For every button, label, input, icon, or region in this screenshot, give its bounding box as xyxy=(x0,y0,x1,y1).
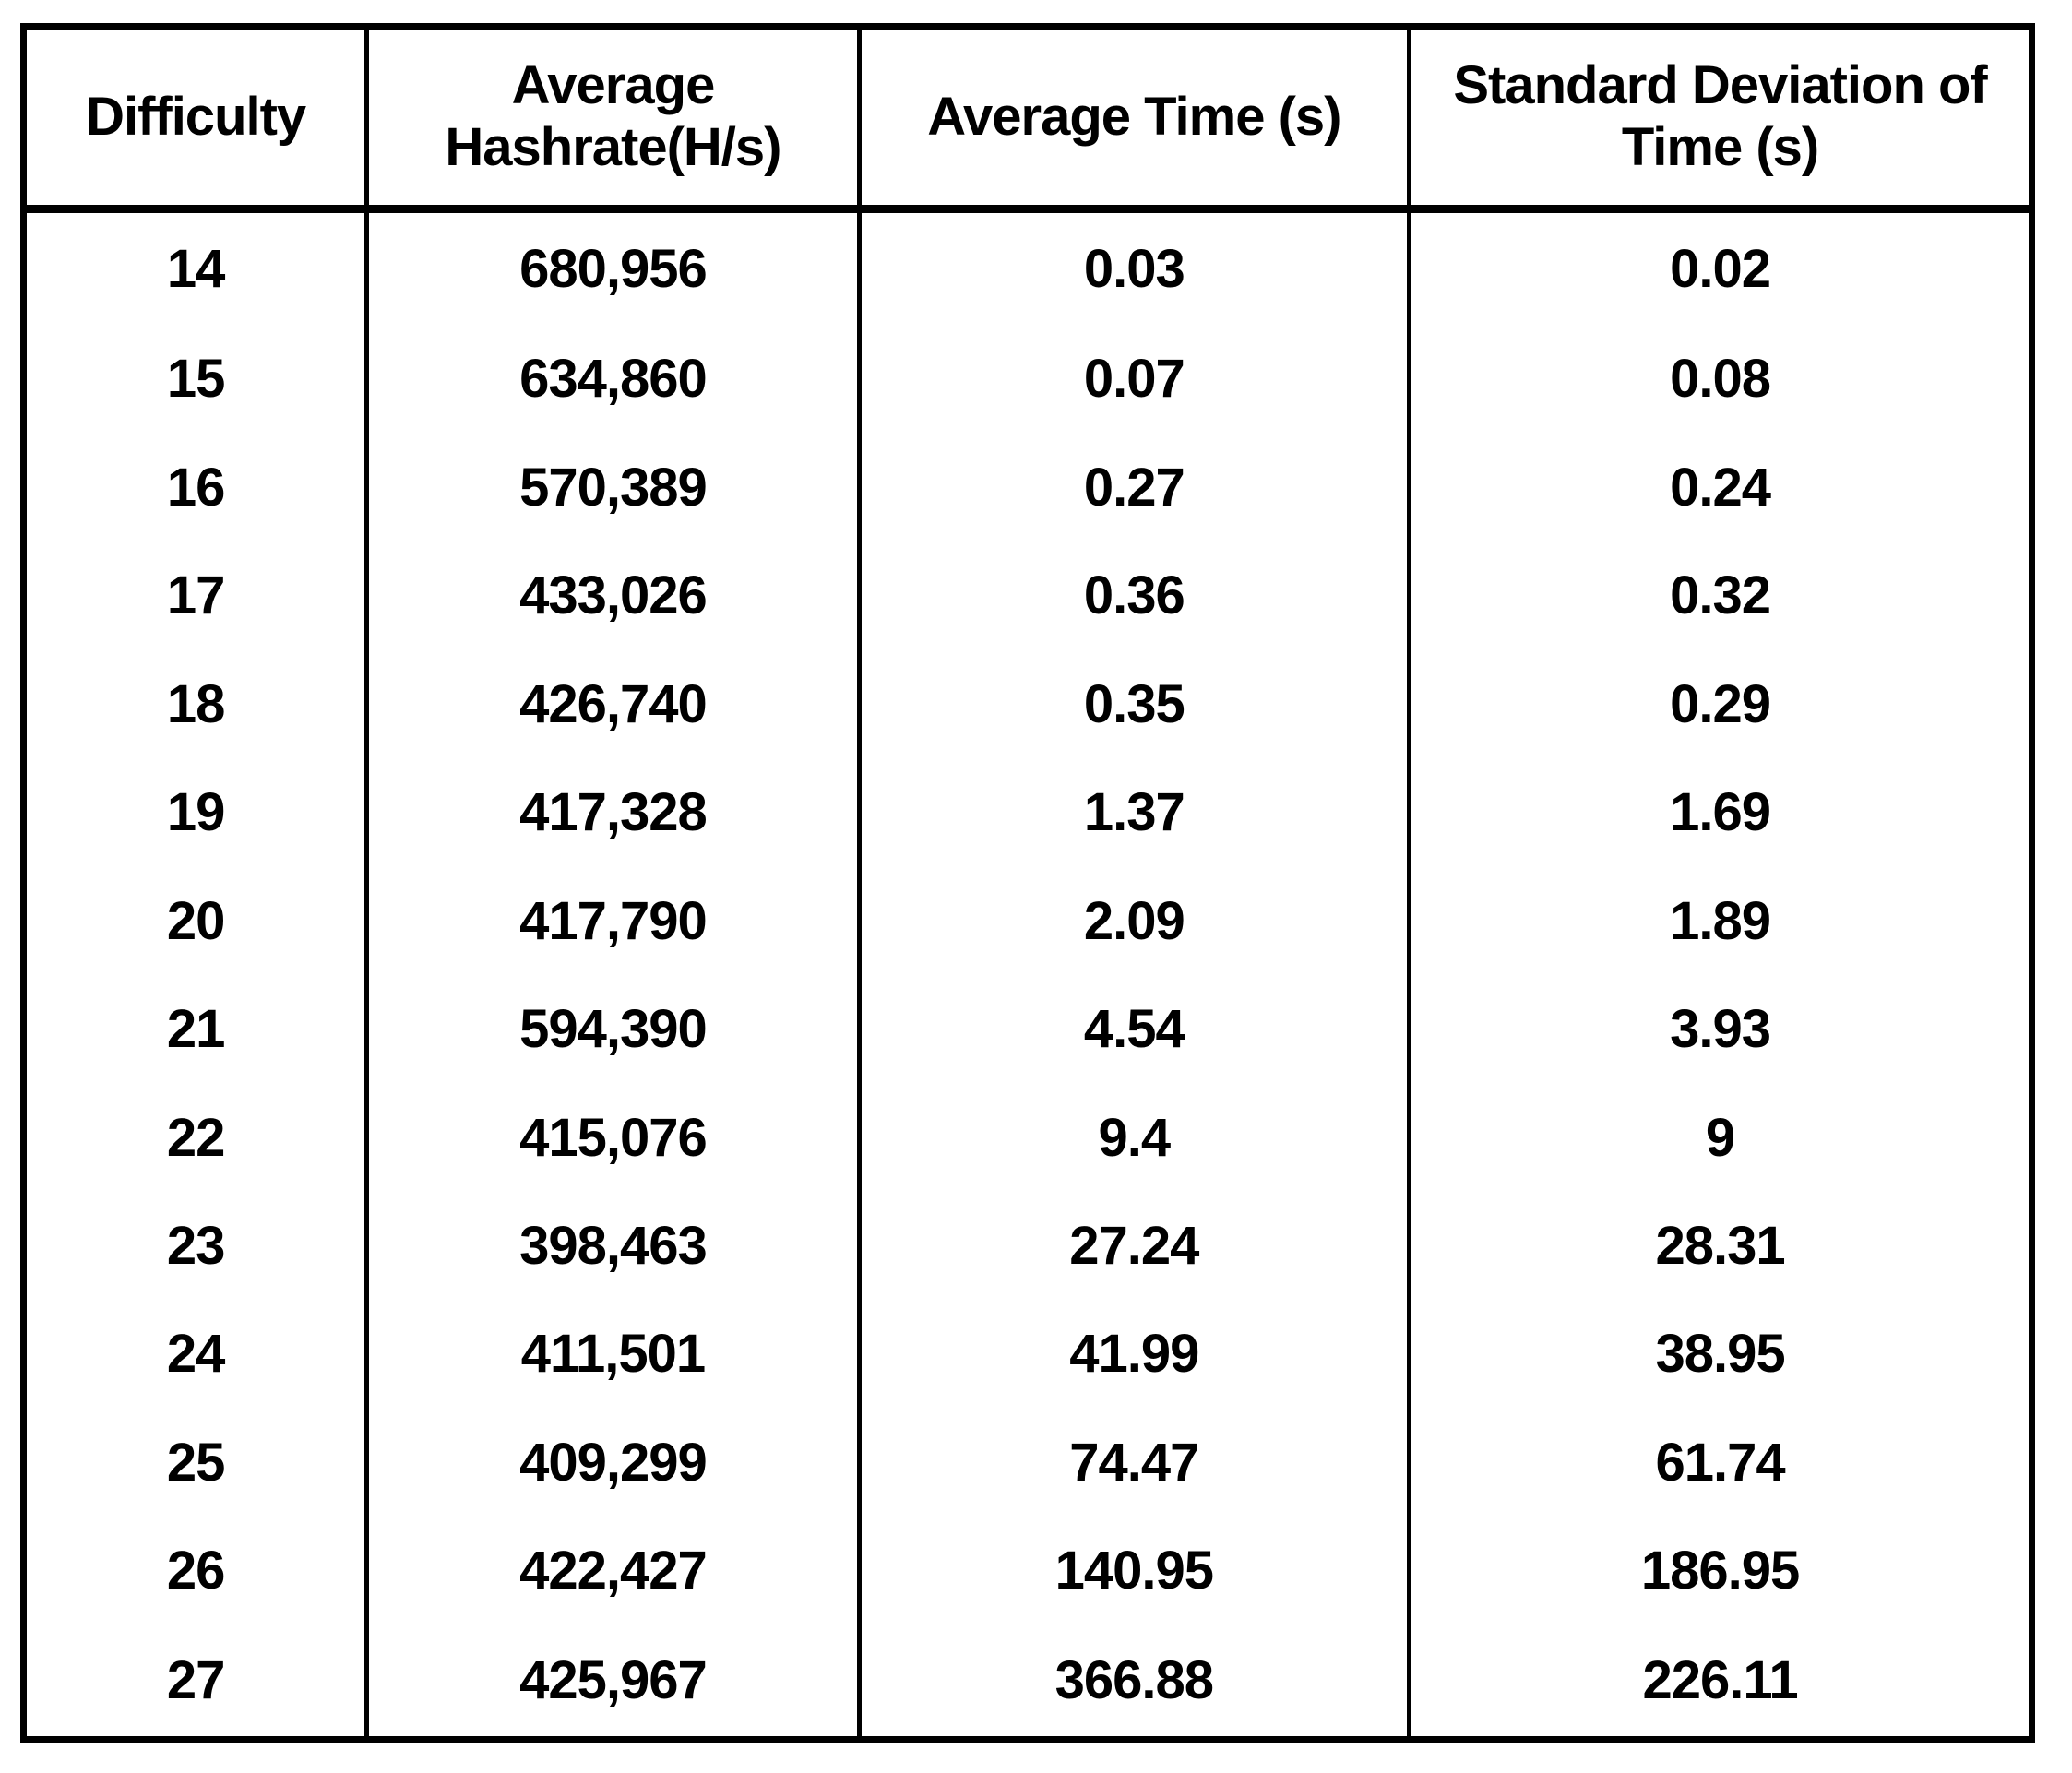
cell-std_time: 186.95 xyxy=(1407,1517,2034,1625)
cell-std_time: 28.31 xyxy=(1407,1191,2034,1301)
cell-difficulty: 19 xyxy=(20,757,370,867)
cell-std_time: 0.08 xyxy=(1407,324,2034,434)
cell-avg_hashrate: 425,967 xyxy=(364,1624,862,1740)
cell-avg_time: 9.4 xyxy=(856,1083,1412,1192)
cell-std_time: 38.95 xyxy=(1407,1300,2034,1409)
difficulty-table: Difficulty Average Hashrate(H/s) Average… xyxy=(20,23,2035,1743)
table-row: 25 409,299 74.47 61.74 xyxy=(20,1408,2034,1517)
cell-avg_time: 0.27 xyxy=(856,433,1412,541)
cell-difficulty: 26 xyxy=(20,1517,370,1625)
cell-std_time: 0.02 xyxy=(1407,208,2034,325)
cell-std_time: 61.74 xyxy=(1407,1408,2034,1517)
col-header-std-deviation-time: Standard Deviation of Time (s) xyxy=(1407,26,2034,213)
cell-avg_time: 0.36 xyxy=(856,541,1412,650)
cell-avg_hashrate: 415,076 xyxy=(364,1083,862,1192)
cell-avg_time: 74.47 xyxy=(856,1408,1412,1517)
table-row: 26 422,427 140.95 186.95 xyxy=(20,1517,2034,1625)
table-row: 27 425,967 366.88 226.11 xyxy=(20,1624,2034,1740)
cell-avg_hashrate: 433,026 xyxy=(364,541,862,650)
table-row: 22 415,076 9.4 9 xyxy=(20,1083,2034,1192)
cell-std_time: 0.29 xyxy=(1407,649,2034,758)
cell-avg_hashrate: 570,389 xyxy=(364,433,862,541)
table-row: 16 570,389 0.27 0.24 xyxy=(20,433,2034,541)
cell-avg_hashrate: 594,390 xyxy=(364,974,862,1084)
cell-difficulty: 21 xyxy=(20,974,370,1084)
cell-avg_time: 0.03 xyxy=(856,208,1412,325)
cell-difficulty: 24 xyxy=(20,1300,370,1409)
cell-avg_hashrate: 398,463 xyxy=(364,1191,862,1301)
col-header-difficulty: Difficulty xyxy=(20,26,370,213)
cell-avg_time: 0.07 xyxy=(856,324,1412,434)
table-row: 18 426,740 0.35 0.29 xyxy=(20,649,2034,758)
table-row: 19 417,328 1.37 1.69 xyxy=(20,757,2034,867)
cell-avg_hashrate: 634,860 xyxy=(364,324,862,434)
cell-difficulty: 27 xyxy=(20,1624,370,1740)
table-row: 17 433,026 0.36 0.32 xyxy=(20,541,2034,650)
cell-avg_time: 41.99 xyxy=(856,1300,1412,1409)
cell-avg_time: 1.37 xyxy=(856,757,1412,867)
col-header-average-hashrate: Average Hashrate(H/s) xyxy=(364,26,862,213)
cell-difficulty: 22 xyxy=(20,1083,370,1192)
cell-difficulty: 14 xyxy=(20,208,370,325)
table-row: 15 634,860 0.07 0.08 xyxy=(20,324,2034,434)
cell-avg_time: 2.09 xyxy=(856,866,1412,975)
cell-avg_hashrate: 426,740 xyxy=(364,649,862,758)
table-row: 21 594,390 4.54 3.93 xyxy=(20,974,2034,1084)
cell-avg_hashrate: 417,790 xyxy=(364,866,862,975)
table-body: 14 680,956 0.03 0.02 15 634,860 0.07 0.08 16 570,… xyxy=(20,208,2034,1740)
table-row: 14 680,956 0.03 0.02 xyxy=(20,208,2034,325)
cell-std_time: 226.11 xyxy=(1407,1624,2034,1740)
cell-std_time: 1.89 xyxy=(1407,866,2034,975)
cell-avg_hashrate: 417,328 xyxy=(364,757,862,867)
cell-difficulty: 20 xyxy=(20,866,370,975)
table-row: 24 411,501 41.99 38.95 xyxy=(20,1300,2034,1409)
cell-avg_hashrate: 422,427 xyxy=(364,1517,862,1625)
header-row: Difficulty Average Hashrate(H/s) Average… xyxy=(20,26,2034,213)
cell-difficulty: 15 xyxy=(20,324,370,434)
cell-std_time: 1.69 xyxy=(1407,757,2034,867)
cell-avg_time: 4.54 xyxy=(856,974,1412,1084)
col-header-average-time: Average Time (s) xyxy=(856,26,1412,213)
cell-avg_time: 366.88 xyxy=(856,1624,1412,1740)
cell-difficulty: 23 xyxy=(20,1191,370,1301)
cell-difficulty: 18 xyxy=(20,649,370,758)
cell-avg_hashrate: 409,299 xyxy=(364,1408,862,1517)
cell-difficulty: 16 xyxy=(20,433,370,541)
cell-difficulty: 17 xyxy=(20,541,370,650)
cell-std_time: 0.24 xyxy=(1407,433,2034,541)
table-row: 23 398,463 27.24 28.31 xyxy=(20,1191,2034,1301)
cell-std_time: 9 xyxy=(1407,1083,2034,1192)
cell-difficulty: 25 xyxy=(20,1408,370,1517)
cell-avg_time: 0.35 xyxy=(856,649,1412,758)
table-row: 20 417,790 2.09 1.89 xyxy=(20,866,2034,975)
cell-std_time: 3.93 xyxy=(1407,974,2034,1084)
cell-std_time: 0.32 xyxy=(1407,541,2034,650)
cell-avg_time: 140.95 xyxy=(856,1517,1412,1625)
cell-avg_hashrate: 680,956 xyxy=(364,208,862,325)
cell-avg_hashrate: 411,501 xyxy=(364,1300,862,1409)
cell-avg_time: 27.24 xyxy=(856,1191,1412,1301)
